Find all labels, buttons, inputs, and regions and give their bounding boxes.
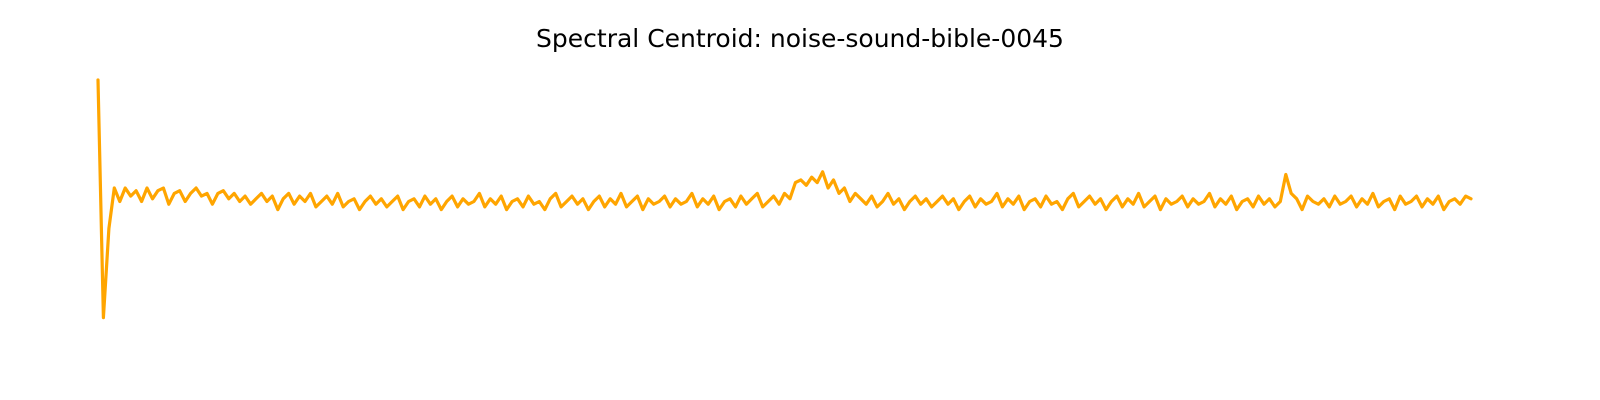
plot-area xyxy=(96,78,1473,320)
series-line xyxy=(96,78,1473,320)
chart-title: Spectral Centroid: noise-sound-bible-004… xyxy=(536,24,1064,53)
